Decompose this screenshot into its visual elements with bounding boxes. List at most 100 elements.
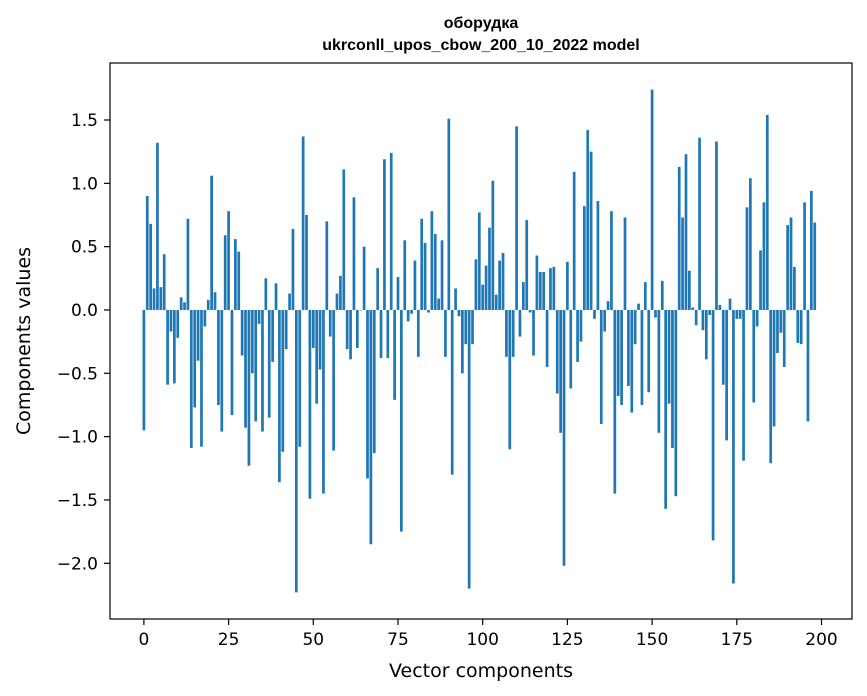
bar-178 xyxy=(745,207,749,310)
y-tick-label-4: 0.0 xyxy=(71,301,98,321)
bar-34 xyxy=(257,309,261,324)
bar-56 xyxy=(332,309,335,451)
bar-131 xyxy=(586,130,590,310)
bar-132 xyxy=(589,151,593,310)
bar-91 xyxy=(450,309,454,475)
bar-163 xyxy=(694,309,698,326)
bar-145 xyxy=(633,309,637,345)
bar-84 xyxy=(427,309,430,313)
bar-144 xyxy=(630,309,634,413)
bar-141 xyxy=(620,309,623,405)
bar-149 xyxy=(647,309,651,393)
bar-116 xyxy=(535,255,539,310)
x-axis-label: Vector components xyxy=(389,660,573,682)
bar-195 xyxy=(803,202,806,310)
bar-136 xyxy=(603,309,607,332)
x-tick-label-50: 50 xyxy=(302,630,324,650)
bar-85 xyxy=(430,211,434,310)
bar-103 xyxy=(491,180,495,310)
bar-71 xyxy=(383,159,386,310)
bar-94 xyxy=(461,309,464,374)
bar-27 xyxy=(234,239,237,310)
bar-162 xyxy=(691,307,695,310)
bar-88 xyxy=(440,240,444,310)
bar-108 xyxy=(508,309,512,450)
bar-165 xyxy=(701,309,705,331)
bar-74 xyxy=(393,309,396,400)
bar-7 xyxy=(166,309,169,385)
bar-100 xyxy=(481,284,485,310)
bar-61 xyxy=(349,309,352,360)
bar-2 xyxy=(149,223,153,310)
bar-172 xyxy=(725,309,728,441)
plot-frame xyxy=(109,62,853,620)
bar-119 xyxy=(545,309,549,367)
bar-26 xyxy=(230,309,234,416)
bar-171 xyxy=(721,309,725,385)
bar-29 xyxy=(240,309,244,356)
bar-190 xyxy=(786,225,789,310)
bar-109 xyxy=(511,309,515,357)
bar-90 xyxy=(447,118,451,310)
bar-96 xyxy=(467,309,471,589)
x-tick-label-0: 0 xyxy=(138,630,149,650)
bar-176 xyxy=(738,309,742,319)
bar-124 xyxy=(562,309,566,566)
y-tick-label-2: −1.0 xyxy=(57,428,98,448)
bar-106 xyxy=(501,252,505,310)
bar-37 xyxy=(267,309,271,418)
y-tick-label-0: −2.0 xyxy=(57,554,98,574)
bar-156 xyxy=(671,309,674,449)
bar-75 xyxy=(396,277,400,310)
x-tick-label-200: 200 xyxy=(805,630,837,650)
bar-98 xyxy=(474,259,478,310)
bar-23 xyxy=(220,309,224,432)
y-axis-ticks: −2.0 −1.5 −1.0 −0.5 0.0 0.5 1.0 1.5 xyxy=(57,111,110,574)
chart-title: оборудка xyxy=(444,15,519,32)
bar-60 xyxy=(345,309,349,350)
bar-188 xyxy=(779,309,783,333)
bar-39 xyxy=(274,283,278,310)
bar-127 xyxy=(572,171,576,310)
bar-69 xyxy=(376,268,380,310)
bar-150 xyxy=(650,89,654,310)
bar-33 xyxy=(254,309,258,422)
bar-41 xyxy=(281,309,285,452)
bar-174 xyxy=(732,309,735,584)
bar-123 xyxy=(559,309,562,433)
bar-196 xyxy=(806,309,810,422)
bar-130 xyxy=(582,206,586,310)
bar-21 xyxy=(213,292,217,310)
bar-121 xyxy=(552,266,556,310)
chart-subtitle: ukrconll_upos_cbow_200_10_2022 model xyxy=(322,37,639,54)
bar-57 xyxy=(335,293,339,310)
bar-170 xyxy=(718,304,722,310)
bar-45 xyxy=(294,309,298,593)
bar-128 xyxy=(576,309,579,362)
bar-30 xyxy=(244,309,247,428)
bar-147 xyxy=(640,309,644,405)
bar-24 xyxy=(223,235,227,310)
bar-86 xyxy=(433,233,437,310)
bar-89 xyxy=(444,309,447,357)
bar-15 xyxy=(193,309,197,408)
bar-133 xyxy=(593,309,596,319)
bar-52 xyxy=(318,309,322,370)
bar-48 xyxy=(305,214,308,310)
bar-135 xyxy=(599,309,603,424)
bar-78 xyxy=(406,309,410,322)
bar-5 xyxy=(159,287,163,310)
x-tick-label-150: 150 xyxy=(636,630,668,650)
bar-8 xyxy=(169,309,173,332)
bar-62 xyxy=(352,197,356,310)
bar-168 xyxy=(711,309,715,541)
bar-112 xyxy=(522,282,525,310)
bar-166 xyxy=(704,309,708,360)
y-tick-label-3: −0.5 xyxy=(57,364,98,384)
bar-177 xyxy=(742,309,745,461)
bar-148 xyxy=(643,282,647,310)
y-tick-label-7: 1.5 xyxy=(71,111,98,131)
bar-113 xyxy=(525,220,529,310)
bar-167 xyxy=(708,309,712,316)
